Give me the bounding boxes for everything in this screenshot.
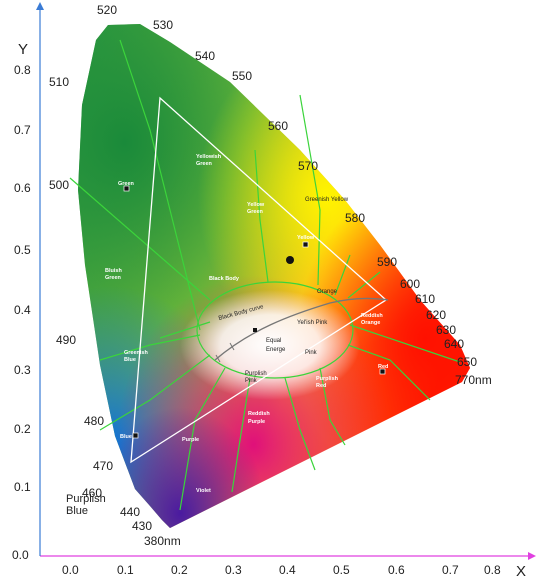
- x-axis-title: X: [516, 563, 526, 580]
- wavelength-label: 540: [195, 49, 215, 63]
- region-label: Orange: [317, 289, 338, 295]
- wavelength-label: 490: [56, 333, 76, 347]
- wavelength-label: 430: [132, 519, 152, 533]
- y-tick-label: 0.4: [14, 303, 31, 317]
- region-label: Violet: [196, 488, 211, 494]
- x-tick-label: 0.3: [225, 563, 242, 577]
- black-body-curve-line: [214, 297, 389, 361]
- region-label: Equal: [266, 338, 281, 344]
- spectral-locus-fill: [78, 24, 470, 528]
- wavelength-label: 480: [84, 414, 104, 428]
- y-tick-label: 0.2: [14, 422, 31, 436]
- region-label: Blue: [66, 505, 88, 517]
- region-label: Green: [247, 209, 264, 215]
- x-tick-label: 0.6: [388, 563, 405, 577]
- region-label: Bluish: [105, 268, 122, 274]
- x-tick-label: 0.1: [117, 563, 134, 577]
- x-tick-label: 0.0: [62, 563, 79, 577]
- bbl-tick: [215, 354, 221, 363]
- wavelength-label: 620: [426, 308, 446, 322]
- region-label: Blue: [120, 434, 132, 440]
- region-label: Reddish: [361, 313, 383, 319]
- equal-energy-ellipse: [196, 281, 354, 379]
- y-tick-label: 0.8: [14, 63, 31, 77]
- x-tick-label: 0.8: [484, 563, 501, 577]
- region-label: Purplish: [316, 376, 339, 382]
- wavelength-label: 520: [97, 3, 117, 17]
- region-label: Purplish: [245, 371, 267, 377]
- y-tick-label: 0.3: [14, 363, 31, 377]
- red-primary-marker: [379, 368, 386, 375]
- y-tick-label: 0.7: [14, 123, 31, 137]
- bbl-tick: [229, 342, 235, 351]
- region-label: Reddish: [248, 411, 270, 417]
- yellow-marker: [302, 241, 309, 248]
- blue-primary-marker: [132, 432, 139, 439]
- wavelength-label: 610: [415, 292, 435, 306]
- region-label: Orange: [361, 320, 380, 326]
- wavelength-label: 770nm: [455, 373, 492, 387]
- y-tick-labels: 0.0 0.1 0.2 0.3 0.4 0.5 0.6 0.7 0.8: [12, 63, 31, 562]
- y-tick-label: 0.5: [14, 243, 31, 257]
- region-label: Purplish: [66, 493, 106, 505]
- y-tick-label: 0.1: [14, 480, 31, 494]
- region-label: Black Body: [209, 276, 240, 282]
- y-tick-label: 0.6: [14, 181, 31, 195]
- wavelength-label: 500: [49, 178, 69, 192]
- wavelength-label: 530: [153, 18, 173, 32]
- color-region-boundaries: [69, 39, 461, 511]
- region-label: Red: [378, 364, 388, 370]
- region-label: Yellow: [247, 202, 265, 208]
- wavelength-label: 470: [93, 459, 113, 473]
- x-axis-arrow-icon: [528, 552, 536, 560]
- region-label: Pink: [245, 378, 258, 384]
- wavelength-label: 560: [268, 119, 288, 133]
- gamut-triangle: [130, 96, 388, 464]
- region-label: Purple: [182, 437, 199, 443]
- green-primary-marker: [123, 185, 130, 192]
- wavelength-label: 550: [232, 69, 252, 83]
- y-axis-arrow-icon: [36, 2, 44, 10]
- region-label: Energe: [266, 347, 286, 353]
- wavelength-labels: 380nm 430 440 460 470 480 490 500 510 52…: [49, 3, 492, 548]
- y-axis-title: Y: [18, 41, 28, 58]
- wavelength-label: 630: [436, 323, 456, 337]
- x-tick-label: 0.5: [333, 563, 350, 577]
- x-tick-label: 0.2: [171, 563, 188, 577]
- x-tick-labels: 0.0 0.1 0.2 0.3 0.4 0.5 0.6 0.7 0.8: [62, 563, 501, 577]
- region-label: Yellowish: [196, 154, 222, 160]
- region-label: Green: [105, 275, 122, 281]
- wavelength-label: 590: [377, 255, 397, 269]
- wavelength-label: 580: [345, 211, 365, 225]
- region-label: Greenish Yellow: [305, 197, 349, 203]
- region-label: Greenish: [124, 350, 148, 356]
- region-label: Purple: [248, 419, 265, 425]
- white-point-marker: [253, 328, 257, 332]
- wavelength-label: 510: [49, 75, 69, 89]
- region-label: Green: [118, 181, 135, 187]
- region-label: Pink: [305, 350, 318, 356]
- region-label: Yel'ish Pink: [297, 320, 328, 326]
- region-label: Red: [316, 383, 326, 389]
- x-tick-label: 0.7: [442, 563, 459, 577]
- wavelength-label: 570: [298, 159, 318, 173]
- region-label: Green: [196, 161, 213, 167]
- wavelength-label: 460: [82, 486, 102, 500]
- wavelength-label: 640: [444, 337, 464, 351]
- wavelength-label: 380nm: [144, 534, 181, 548]
- wavelength-label: 650: [457, 355, 477, 369]
- illuminant-point-marker: [286, 256, 294, 264]
- y-tick-label: 0.0: [12, 548, 29, 562]
- region-label: Yellow: [297, 235, 315, 241]
- x-tick-label: 0.4: [279, 563, 296, 577]
- wavelength-label: 440: [120, 505, 140, 519]
- wavelength-label: 600: [400, 277, 420, 291]
- region-label: Blue: [124, 357, 136, 363]
